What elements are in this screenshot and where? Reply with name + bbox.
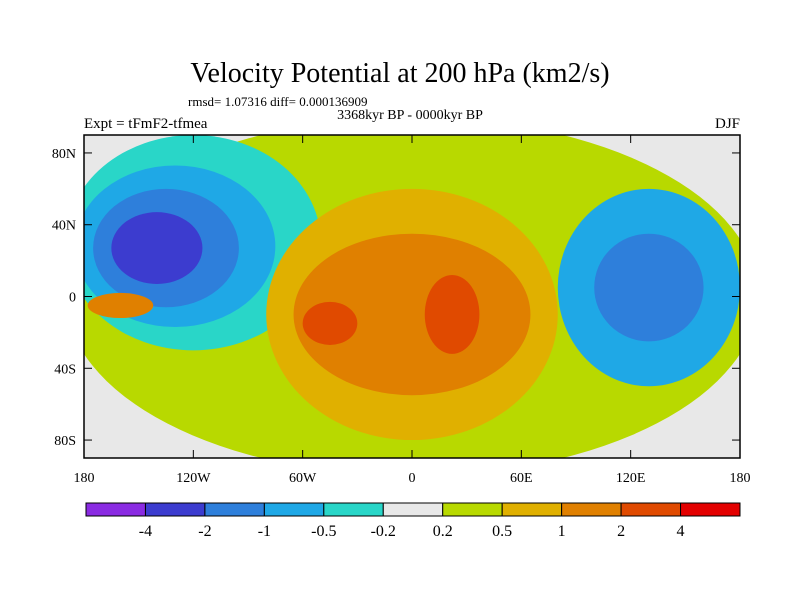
- field-region-east-pacific-high: [87, 292, 154, 319]
- y-tick-label: 40N: [52, 219, 76, 234]
- x-tick-label: 180: [74, 471, 95, 486]
- stats-line: rmsd= 1.07316 diff= 0.000136909: [188, 94, 367, 109]
- colorbar-bin: [204, 502, 265, 517]
- colorbar-label: 1: [558, 523, 566, 540]
- colorbar-label: -0.2: [371, 523, 396, 540]
- colorbar-label: 2: [617, 523, 625, 540]
- x-tick-label: 180: [730, 471, 751, 486]
- colorbar-bin: [680, 502, 741, 517]
- colorbar-label: -1: [258, 523, 271, 540]
- map-layer: [84, 135, 740, 458]
- chart-title: Velocity Potential at 200 hPa (km2/s): [190, 58, 609, 89]
- colorbar-label: -4: [139, 523, 152, 540]
- x-tick-label: 60W: [289, 471, 317, 486]
- colorbar: -4 -2 -1 -0.5 -0.2 0.2 0.5 1 2 4: [85, 502, 741, 540]
- colorbar-bin: [323, 502, 384, 517]
- colorbar-bin: [620, 502, 682, 517]
- colorbar-label: 0.2: [433, 523, 453, 540]
- colorbar-bin: [263, 502, 325, 517]
- colorbar-label: -2: [198, 523, 211, 540]
- x-tick-label: 120W: [176, 471, 211, 486]
- field-region-atlantic-high-2: [293, 233, 531, 396]
- y-tick-label: 80S: [54, 434, 76, 449]
- colorbar-bin: [144, 502, 206, 517]
- axis-ticks: 180 120W 60W 0 60E 120E 180 80N 40N 0 40S 80S: [52, 135, 751, 486]
- colorbar-label: 4: [677, 523, 685, 540]
- y-tick-label: 40S: [54, 362, 76, 377]
- field-region-africa-high: [424, 274, 480, 354]
- y-tick-label: 80N: [52, 147, 76, 162]
- chart-subtitle: 3368kyr BP - 0000kyr BP: [337, 108, 483, 123]
- colorbar-bin: [85, 502, 146, 517]
- season-label: DJF: [715, 116, 740, 132]
- colorbar-label: -0.5: [311, 523, 336, 540]
- colorbar-bin: [442, 502, 503, 517]
- x-tick-label: 60E: [510, 471, 533, 486]
- x-tick-label: 0: [409, 471, 416, 486]
- experiment-label: Expt = tFmF2-tfmea: [84, 116, 208, 132]
- field-region-south-america-high: [302, 301, 358, 345]
- field-region-north-pacific-low-4: [111, 212, 203, 284]
- colorbar-bin: [561, 502, 622, 517]
- colorbar-bin: [382, 502, 444, 517]
- field-region-maritime-continent-low-2: [594, 233, 704, 342]
- colorbar-label: 0.5: [492, 523, 512, 540]
- x-tick-label: 120E: [616, 471, 646, 486]
- y-tick-label: 0: [69, 291, 76, 306]
- colorbar-bin: [501, 502, 563, 517]
